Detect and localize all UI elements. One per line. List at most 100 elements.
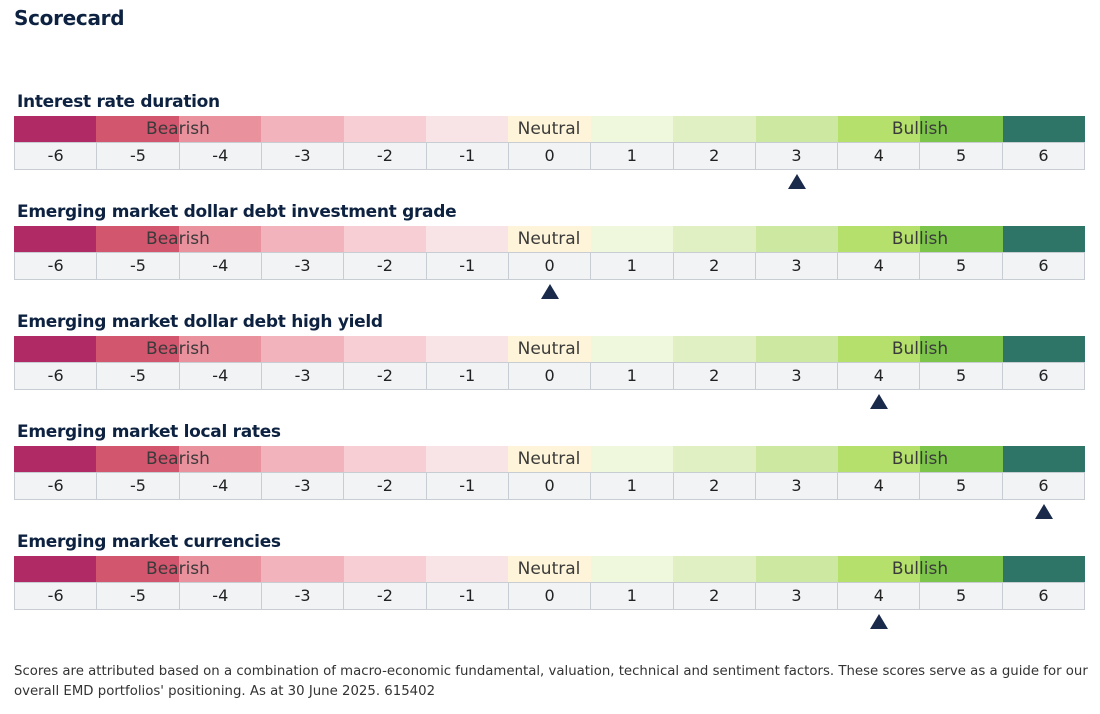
color-segment	[673, 446, 756, 472]
color-segment	[178, 556, 262, 582]
color-segment	[96, 336, 179, 362]
scale-number: -5	[96, 473, 178, 499]
scale-number: 6	[1001, 143, 1084, 169]
scale-number: 5	[919, 473, 1001, 499]
color-segment	[261, 556, 344, 582]
scale-number: -4	[178, 363, 261, 389]
color-segment	[920, 336, 1003, 362]
score-row: Emerging market local rates Bearish Neutra…	[14, 422, 1086, 532]
row-title: Emerging market dollar debt high yield	[17, 312, 383, 332]
row-title: Interest rate duration	[17, 92, 220, 112]
scale-number: -2	[343, 253, 425, 279]
scale-number: 3	[754, 143, 837, 169]
scale-number: -2	[343, 363, 425, 389]
sentiment-color-band	[14, 116, 1086, 142]
score-row: Emerging market currencies Bearish Neutral…	[14, 532, 1086, 642]
scale-number: 3	[754, 363, 837, 389]
score-scale: -6 -5 -4 -3 -2 -1 0 1 2 3 4 5 6	[14, 472, 1085, 500]
color-segment	[920, 556, 1003, 582]
color-segment	[755, 226, 838, 252]
scale-number: -4	[178, 583, 261, 609]
scale-number: 2	[672, 253, 755, 279]
color-segment	[837, 116, 921, 142]
color-segment	[837, 446, 921, 472]
scale-number: 2	[672, 143, 755, 169]
scale-number: -6	[47, 476, 64, 495]
color-segment	[673, 336, 756, 362]
color-segment	[425, 446, 509, 472]
color-segment	[96, 226, 179, 252]
scale-number: -4	[178, 253, 261, 279]
scale-number: 1	[590, 363, 672, 389]
color-segment	[178, 446, 262, 472]
scale-number: -1	[425, 143, 508, 169]
scale-number: 0	[507, 253, 590, 279]
scale-number: 6	[1001, 583, 1084, 609]
scale-number: -1	[425, 363, 508, 389]
color-segment	[178, 336, 262, 362]
color-segment	[261, 336, 344, 362]
bullish-label: Bullish	[891, 559, 949, 579]
color-segment	[755, 116, 838, 142]
scale-number: 4	[837, 253, 919, 279]
color-segment	[1002, 116, 1086, 142]
score-row: Emerging market dollar debt high yield Be…	[14, 312, 1086, 422]
scale-number: -3	[260, 583, 343, 609]
bullish-label: Bullish	[891, 119, 949, 139]
score-marker-icon	[1034, 504, 1053, 519]
scale-number: -3	[260, 143, 343, 169]
color-segment	[755, 336, 838, 362]
scale-number: -3	[260, 253, 343, 279]
scale-number: -1	[425, 473, 508, 499]
scale-number: 4	[837, 363, 919, 389]
score-row: Emerging market dollar debt investment g…	[14, 202, 1086, 312]
color-segment	[261, 116, 344, 142]
bullish-label: Bullish	[891, 449, 949, 469]
neutral-label: Neutral	[517, 449, 581, 469]
color-segment	[508, 226, 591, 252]
color-segment	[508, 336, 591, 362]
color-segment	[14, 226, 97, 252]
color-segment	[590, 116, 674, 142]
scale-number: 0	[507, 363, 590, 389]
scale-number: -5	[96, 583, 178, 609]
sentiment-color-band	[14, 226, 1086, 252]
scale-number: 5	[919, 253, 1001, 279]
sentiment-color-band	[14, 336, 1086, 362]
color-segment	[1002, 556, 1086, 582]
color-segment	[96, 116, 179, 142]
scale-number: 0	[507, 143, 590, 169]
scale-number: -2	[343, 583, 425, 609]
scale-number: -3	[260, 363, 343, 389]
color-segment	[425, 226, 509, 252]
score-marker-icon	[787, 174, 806, 189]
scale-number: 5	[919, 143, 1001, 169]
color-segment	[837, 226, 921, 252]
score-marker-icon	[870, 394, 889, 409]
color-segment	[1002, 226, 1086, 252]
color-segment	[14, 556, 97, 582]
score-scale: -6 -5 -4 -3 -2 -1 0 1 2 3 4 5 6	[14, 582, 1085, 610]
bearish-label: Bearish	[146, 339, 210, 359]
color-segment	[343, 226, 426, 252]
color-segment	[590, 556, 674, 582]
score-row: Interest rate duration Bearish Neutral Bull…	[14, 92, 1086, 202]
scale-number: -4	[178, 473, 261, 499]
scale-number: 6	[1001, 363, 1084, 389]
neutral-label: Neutral	[517, 339, 581, 359]
color-segment	[837, 336, 921, 362]
color-segment	[343, 556, 426, 582]
scale-number: 3	[754, 473, 837, 499]
color-segment	[14, 446, 97, 472]
row-title: Emerging market local rates	[17, 422, 281, 442]
color-segment	[590, 446, 674, 472]
neutral-label: Neutral	[517, 229, 581, 249]
color-segment	[837, 556, 921, 582]
color-segment	[343, 446, 426, 472]
color-segment	[425, 336, 509, 362]
scale-number: 4	[837, 143, 919, 169]
scale-number: 4	[837, 473, 919, 499]
color-segment	[1002, 336, 1086, 362]
scale-number: 1	[590, 143, 672, 169]
color-segment	[920, 446, 1003, 472]
